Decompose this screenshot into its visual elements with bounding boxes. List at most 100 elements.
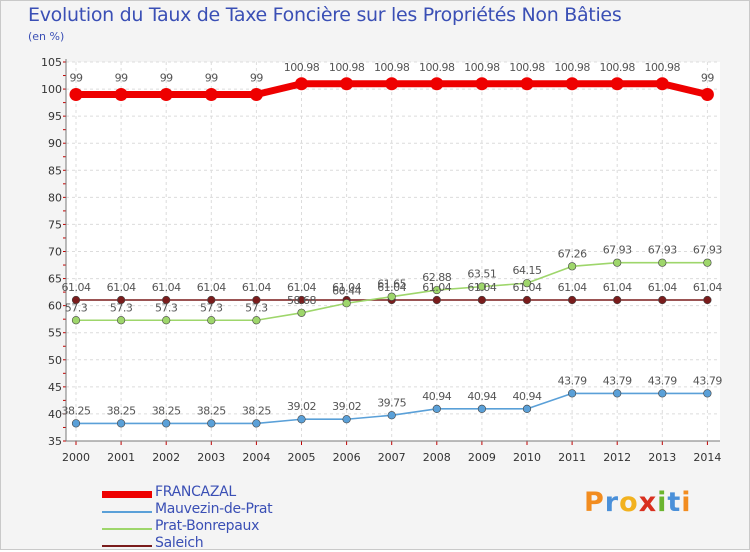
data-point (114, 87, 128, 101)
data-point (116, 419, 126, 428)
data-label: 61.65 (377, 278, 406, 291)
data-point (252, 419, 261, 428)
y-tick-label: 100 (41, 83, 62, 96)
y-tick-label: 75 (48, 218, 62, 231)
data-point (342, 415, 351, 424)
data-point (71, 295, 81, 305)
data-point (207, 316, 216, 325)
data-label: 39.02 (332, 400, 361, 413)
y-tick-label: 40 (48, 408, 62, 421)
data-point (703, 258, 712, 267)
data-label: 40.94 (422, 390, 451, 403)
data-label: 61.04 (197, 281, 226, 294)
data-point (249, 87, 263, 101)
data-point (432, 285, 441, 295)
data-label: 61.04 (287, 281, 316, 294)
x-tick-label: 2010 (513, 451, 541, 464)
data-label: 43.79 (648, 374, 677, 387)
data-point (159, 87, 173, 101)
data-point (71, 419, 81, 428)
data-label: 38.25 (152, 404, 181, 417)
y-tick-label: 85 (48, 164, 62, 177)
legend-swatch (102, 491, 152, 498)
data-label: 61.04 (603, 281, 632, 294)
data-label: 99 (115, 71, 128, 84)
y-tick-label: 55 (48, 327, 62, 340)
data-label: 57.3 (110, 301, 133, 314)
legend-label: Mauvezin-de-Prat (155, 501, 273, 517)
data-label: 39.75 (377, 396, 406, 409)
data-label: 99 (250, 71, 263, 84)
data-point (432, 404, 441, 413)
data-label: 57.3 (155, 301, 178, 314)
data-point (432, 295, 441, 305)
data-label: 61.04 (422, 281, 451, 294)
data-label: 43.79 (693, 374, 722, 387)
data-point (567, 295, 577, 305)
data-point (252, 316, 261, 325)
chart-unit-label: (en %) (28, 30, 65, 43)
x-tick-label: 2013 (648, 451, 676, 464)
data-label: 99 (205, 71, 218, 84)
data-label: 67.93 (603, 244, 632, 257)
data-point (297, 295, 306, 305)
data-point (610, 77, 624, 91)
data-label: 63.51 (467, 268, 496, 281)
data-label: 99 (701, 71, 714, 84)
data-point (477, 295, 487, 305)
data-point (71, 316, 81, 325)
data-point (116, 316, 126, 325)
data-point (387, 411, 396, 420)
data-point (565, 77, 579, 91)
data-label: 57.3 (65, 301, 88, 314)
data-point (116, 295, 126, 305)
data-label: 100.98 (464, 61, 500, 74)
x-tick-label: 2001 (107, 451, 135, 464)
data-label: 100.98 (599, 61, 635, 74)
chart-title: Evolution du Taux de Taxe Foncière sur l… (28, 4, 622, 26)
data-label: 61.04 (693, 281, 722, 294)
data-point (297, 415, 306, 424)
legend-swatch (102, 511, 152, 513)
data-label: 57.3 (200, 301, 223, 314)
data-label: 58.68 (287, 294, 316, 307)
data-label: 61.04 (467, 281, 496, 294)
x-tick-label: 2014 (693, 451, 721, 464)
data-point (204, 87, 218, 101)
data-point (658, 389, 667, 398)
legend-label: Saleich (155, 535, 204, 551)
data-label: 61.04 (648, 281, 677, 294)
data-point (613, 258, 622, 267)
data-label: 61.04 (513, 281, 542, 294)
y-tick-label: 90 (48, 137, 62, 150)
x-tick-label: 2002 (152, 451, 180, 464)
data-label: 61.04 (152, 281, 181, 294)
data-label: 43.79 (558, 374, 587, 387)
x-tick-label: 2004 (242, 451, 270, 464)
data-point (613, 389, 622, 398)
x-tick-label: 2006 (333, 451, 361, 464)
data-label: 38.25 (107, 404, 136, 417)
x-tick-label: 2000 (62, 451, 90, 464)
data-label: 62.88 (422, 271, 451, 284)
data-label: 61.04 (332, 281, 361, 294)
y-tick-label: 65 (48, 273, 62, 286)
data-point (430, 77, 444, 91)
y-tick-label: 60 (48, 300, 62, 313)
data-label: 39.02 (287, 400, 316, 413)
y-tick-label: 105 (41, 56, 62, 69)
x-tick-label: 2011 (558, 451, 586, 464)
data-point (162, 316, 171, 325)
data-label: 67.93 (693, 244, 722, 257)
legend-label: Prat-Bonrepaux (155, 518, 260, 534)
x-tick-label: 2008 (423, 451, 451, 464)
data-point (522, 279, 532, 288)
data-point (567, 262, 577, 271)
data-label: 64.15 (513, 264, 542, 277)
y-tick-label: 45 (48, 381, 62, 394)
x-tick-label: 2005 (288, 451, 316, 464)
data-point (162, 419, 171, 428)
data-label: 43.79 (603, 374, 632, 387)
data-label: 61.04 (377, 281, 406, 294)
